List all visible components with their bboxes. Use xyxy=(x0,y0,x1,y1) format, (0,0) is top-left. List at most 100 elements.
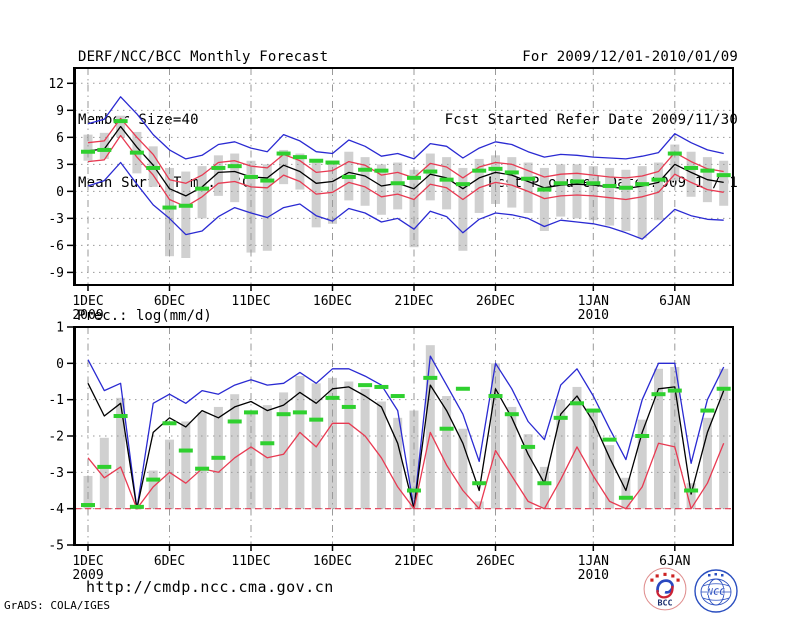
observation-dash xyxy=(472,481,487,486)
x-tick-label: 21DEC xyxy=(394,294,433,309)
observation-dash xyxy=(602,183,617,188)
observation-dash xyxy=(292,155,307,160)
spread-bar xyxy=(311,162,321,228)
observation-dash xyxy=(390,181,405,186)
observation-dash xyxy=(260,441,275,446)
y-axis-labels: 12 9 6 3 0 -3 -6 -9 xyxy=(48,77,75,281)
observation-dash xyxy=(684,165,699,170)
spread-bar xyxy=(442,396,452,509)
spread-bar xyxy=(181,171,191,258)
spread-bar xyxy=(719,368,729,509)
x-tick-label: 6JAN xyxy=(659,554,690,569)
spread-bar xyxy=(425,153,435,201)
observation-dash xyxy=(358,167,373,172)
spread-bar xyxy=(474,501,484,509)
bcc-logo-label: BCC xyxy=(657,598,672,608)
precip-chart-title: Prec.: log(mm/d) xyxy=(77,308,212,324)
observation-dash xyxy=(390,394,405,399)
observation-dash xyxy=(162,421,177,426)
spread-bar xyxy=(376,401,386,509)
observation-dash xyxy=(570,179,584,184)
observation-dash xyxy=(374,384,389,389)
y-tick-label: 0 xyxy=(56,185,64,200)
gridlines xyxy=(75,68,733,285)
observation-dash xyxy=(227,419,242,424)
observation-dash xyxy=(341,404,356,409)
x-tick-label: 1DEC xyxy=(72,554,103,569)
spread-bar xyxy=(637,419,647,509)
series-line-ensemble-mean xyxy=(87,383,725,510)
spread-bar xyxy=(393,162,403,210)
observation-dash xyxy=(358,383,373,388)
observation-dash xyxy=(129,150,144,155)
observation-dash xyxy=(341,174,356,179)
x-tick-label: 16DEC xyxy=(313,554,352,569)
spread-bar xyxy=(116,397,126,509)
spread-bar xyxy=(474,158,484,213)
spread-bar xyxy=(539,167,549,231)
spread-bar xyxy=(442,157,452,210)
series-line-ensemble-max xyxy=(87,355,725,510)
observation-dash xyxy=(325,395,340,400)
ncc-globe-parallels xyxy=(701,583,731,601)
y-tick-label: -3 xyxy=(48,466,64,481)
observation-dash xyxy=(309,158,324,163)
y-tick-label: -9 xyxy=(48,266,64,281)
source-url-text: http://cmdp.ncc.cma.gov.cn xyxy=(86,578,334,596)
y-tick-label: -2 xyxy=(48,430,64,445)
spread-bar xyxy=(197,166,207,219)
spread-bar xyxy=(523,434,533,509)
observation-dash xyxy=(618,495,633,500)
observation-dash xyxy=(570,401,584,406)
observation-dash xyxy=(211,165,226,170)
spread-bar xyxy=(262,164,272,251)
observation-dash xyxy=(667,388,682,393)
observation-dash xyxy=(113,414,128,419)
spread-bar xyxy=(637,166,647,239)
spread-bar xyxy=(99,132,109,159)
ncc-logo-char-marks xyxy=(708,573,724,577)
spread-bar xyxy=(621,169,631,231)
observation-dash xyxy=(618,185,633,190)
gridlines xyxy=(75,327,733,545)
observation-dash xyxy=(244,174,258,179)
observation-dash xyxy=(586,408,601,413)
spread-bar xyxy=(588,408,598,509)
series-line-upper-quartile xyxy=(87,117,724,184)
observation-dash xyxy=(553,415,568,420)
spread-bar xyxy=(523,162,533,213)
observation-dash xyxy=(700,408,715,413)
y-tick-label: -1 xyxy=(48,393,64,408)
spread-bar xyxy=(279,392,289,509)
spread-bar xyxy=(556,399,566,509)
observation-dash xyxy=(244,410,258,415)
ncc-logo-label: NCC xyxy=(706,587,725,598)
observation-dash xyxy=(455,182,470,187)
observation-dash xyxy=(488,394,503,399)
observation-dash xyxy=(504,412,519,417)
y-tick-label: 12 xyxy=(48,77,64,92)
observation-dash xyxy=(292,410,307,415)
spread-bar xyxy=(702,417,712,509)
x-tick-sublabel: 2009 xyxy=(72,308,103,323)
x-tick-label: 21DEC xyxy=(394,554,433,569)
observation-dash xyxy=(684,488,699,493)
ensemble-spread-bars xyxy=(83,345,729,509)
spread-bar xyxy=(605,167,615,226)
spread-bar xyxy=(686,483,696,509)
bcc-swirl-red xyxy=(656,585,674,599)
observation-dash xyxy=(521,444,536,449)
observation-dash xyxy=(667,151,682,156)
x-tick-label: 6JAN xyxy=(659,294,690,309)
spread-bar xyxy=(425,345,435,509)
observation-dash xyxy=(97,464,112,469)
bcc-logo-char-marks xyxy=(650,572,680,582)
observation-dash xyxy=(325,160,340,165)
observation-dash xyxy=(651,177,666,182)
spread-bar xyxy=(295,376,305,509)
y-tick-label: 6 xyxy=(56,131,64,146)
spread-bar xyxy=(279,149,289,185)
observation-dash xyxy=(635,434,650,438)
observation-dash xyxy=(439,177,454,182)
